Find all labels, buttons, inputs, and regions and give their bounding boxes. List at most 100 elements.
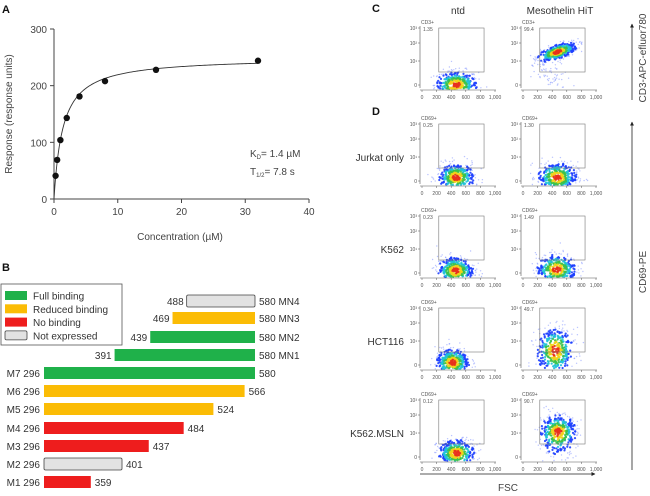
event-dot — [474, 269, 476, 271]
event-dot — [571, 54, 574, 56]
event-dot — [471, 160, 473, 162]
event-dot — [583, 179, 585, 182]
event-dot — [464, 439, 466, 442]
event-dot — [476, 183, 478, 185]
event-dot — [551, 82, 554, 84]
x-tick-label: 200 — [432, 283, 441, 289]
event-dot — [537, 181, 540, 183]
event-dot — [471, 264, 474, 266]
event-dot — [549, 265, 552, 268]
data-point — [254, 57, 262, 64]
event-dot — [537, 263, 539, 265]
construct-end-label: 437 — [153, 442, 170, 453]
event-dot — [442, 161, 444, 164]
x-tick-label: 1,000 — [590, 375, 603, 381]
event-dot — [541, 256, 544, 259]
event-dot — [580, 359, 582, 362]
event-dot — [558, 78, 560, 80]
gate-rectangle — [539, 123, 586, 169]
event-dot — [450, 349, 453, 352]
event-dot — [473, 363, 475, 365]
event-dot — [572, 267, 575, 270]
event-dot — [438, 260, 440, 263]
event-dot — [535, 267, 537, 270]
gate-rectangle — [539, 307, 586, 353]
event-dot — [539, 363, 542, 366]
event-dot — [575, 362, 578, 364]
x-tick-label: 1,000 — [489, 191, 502, 197]
x-tick-label: 400 — [548, 95, 557, 101]
legend-label-reduced: Reduced binding — [33, 305, 108, 316]
event-dot — [558, 332, 561, 335]
event-dot — [545, 170, 548, 174]
event-dot — [580, 275, 582, 277]
event-dot — [434, 180, 436, 182]
gate-percentage: 0.12 — [423, 399, 433, 405]
event-dot — [564, 267, 567, 270]
event-dot — [540, 425, 544, 428]
event-dot — [445, 160, 447, 162]
event-dot — [551, 249, 553, 251]
construct-start-label: M1 296 — [7, 478, 41, 489]
construct-start-label: M7 296 — [7, 369, 41, 380]
event-dot — [469, 168, 472, 171]
event-dot — [440, 350, 442, 352]
event-dot — [563, 449, 566, 452]
legend-label-notexp: Not expressed — [33, 331, 97, 342]
event-dot — [546, 416, 548, 418]
event-dot — [447, 349, 450, 352]
event-dot — [434, 264, 437, 267]
event-dot — [561, 438, 564, 441]
event-dot — [447, 270, 450, 273]
event-dot — [562, 58, 565, 60]
event-dot — [539, 53, 543, 56]
event-dot — [566, 254, 569, 256]
event-dot — [554, 270, 557, 273]
construct-bar-m3 — [44, 440, 149, 452]
event-dot — [562, 327, 564, 329]
construct-start-label: 439 — [131, 333, 148, 344]
construct-bar-mn3 — [172, 312, 255, 324]
x-tick-label: 800 — [577, 95, 586, 101]
event-dot — [531, 64, 534, 67]
event-dot — [564, 433, 567, 437]
y-tick-label: 10² — [410, 229, 418, 235]
y-tick-label: 0 — [414, 455, 417, 461]
event-dot — [580, 419, 582, 421]
x-tick-label: 600 — [462, 95, 471, 101]
y-tick-label: 0 — [515, 363, 518, 369]
event-dot — [563, 438, 566, 441]
event-dot — [543, 171, 546, 174]
event-dot — [573, 45, 576, 49]
event-dot — [540, 273, 544, 276]
event-dot — [563, 447, 567, 450]
y-tick-label: 10² — [511, 321, 519, 327]
event-dot — [573, 258, 575, 260]
event-dot — [566, 176, 570, 179]
event-dot — [533, 331, 535, 334]
event-dot — [553, 80, 555, 83]
event-dot — [469, 459, 472, 462]
event-dot — [579, 180, 581, 182]
event-dot — [575, 455, 577, 457]
event-dot — [559, 61, 561, 64]
construct-bar-m2 — [43, 457, 123, 471]
event-dot — [561, 86, 564, 89]
gate-rectangle — [438, 215, 485, 261]
event-dot — [478, 457, 480, 459]
x-tick-label: 0 — [522, 467, 525, 473]
event-dot — [435, 75, 438, 78]
construct-end-label: 580 MN1 — [259, 351, 300, 362]
event-dot — [459, 255, 462, 257]
event-dot — [554, 64, 557, 66]
event-dot — [558, 327, 561, 330]
event-dot — [435, 357, 438, 359]
construct-bar-m1 — [44, 476, 91, 488]
x-tick-label: 400 — [548, 283, 557, 289]
event-dot — [570, 257, 572, 259]
event-dot — [550, 362, 553, 365]
event-dot — [570, 271, 574, 274]
event-dot — [532, 58, 535, 60]
event-dot — [542, 61, 544, 63]
event-dot — [556, 338, 559, 341]
